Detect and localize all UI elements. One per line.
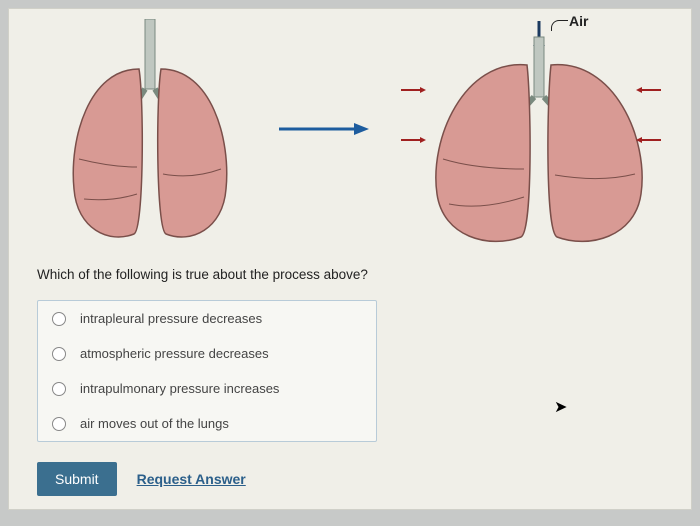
radio-icon[interactable]: [52, 417, 66, 431]
option-1[interactable]: intrapleural pressure decreases: [38, 301, 376, 336]
inward-arrow-icon: [401, 89, 423, 91]
option-label: atmospheric pressure decreases: [80, 346, 269, 361]
submit-button[interactable]: Submit: [37, 462, 117, 496]
lungs-before: [49, 19, 249, 254]
options-box: intrapleural pressure decreases atmosphe…: [37, 300, 377, 442]
inward-arrow-icon: [639, 139, 661, 141]
option-2[interactable]: atmospheric pressure decreases: [38, 336, 376, 371]
lungs-after: [409, 19, 669, 254]
button-row: Submit Request Answer: [37, 462, 691, 496]
option-3[interactable]: intrapulmonary pressure increases: [38, 371, 376, 406]
option-4[interactable]: air moves out of the lungs: [38, 406, 376, 441]
question-panel: Air Which of the following is true about…: [8, 8, 692, 510]
radio-icon[interactable]: [52, 312, 66, 326]
diagram-area: Air: [9, 9, 691, 259]
option-label: intrapulmonary pressure increases: [80, 381, 279, 396]
radio-icon[interactable]: [52, 347, 66, 361]
inward-arrow-icon: [401, 139, 423, 141]
request-answer-link[interactable]: Request Answer: [137, 471, 246, 487]
option-label: intrapleural pressure decreases: [80, 311, 262, 326]
option-label: air moves out of the lungs: [80, 416, 229, 431]
inward-arrow-icon: [639, 89, 661, 91]
cursor-icon: ➤: [554, 397, 567, 417]
air-label: Air: [569, 13, 588, 29]
radio-icon[interactable]: [52, 382, 66, 396]
transition-arrow-icon: [274, 119, 374, 144]
question-text: Which of the following is true about the…: [37, 267, 691, 282]
